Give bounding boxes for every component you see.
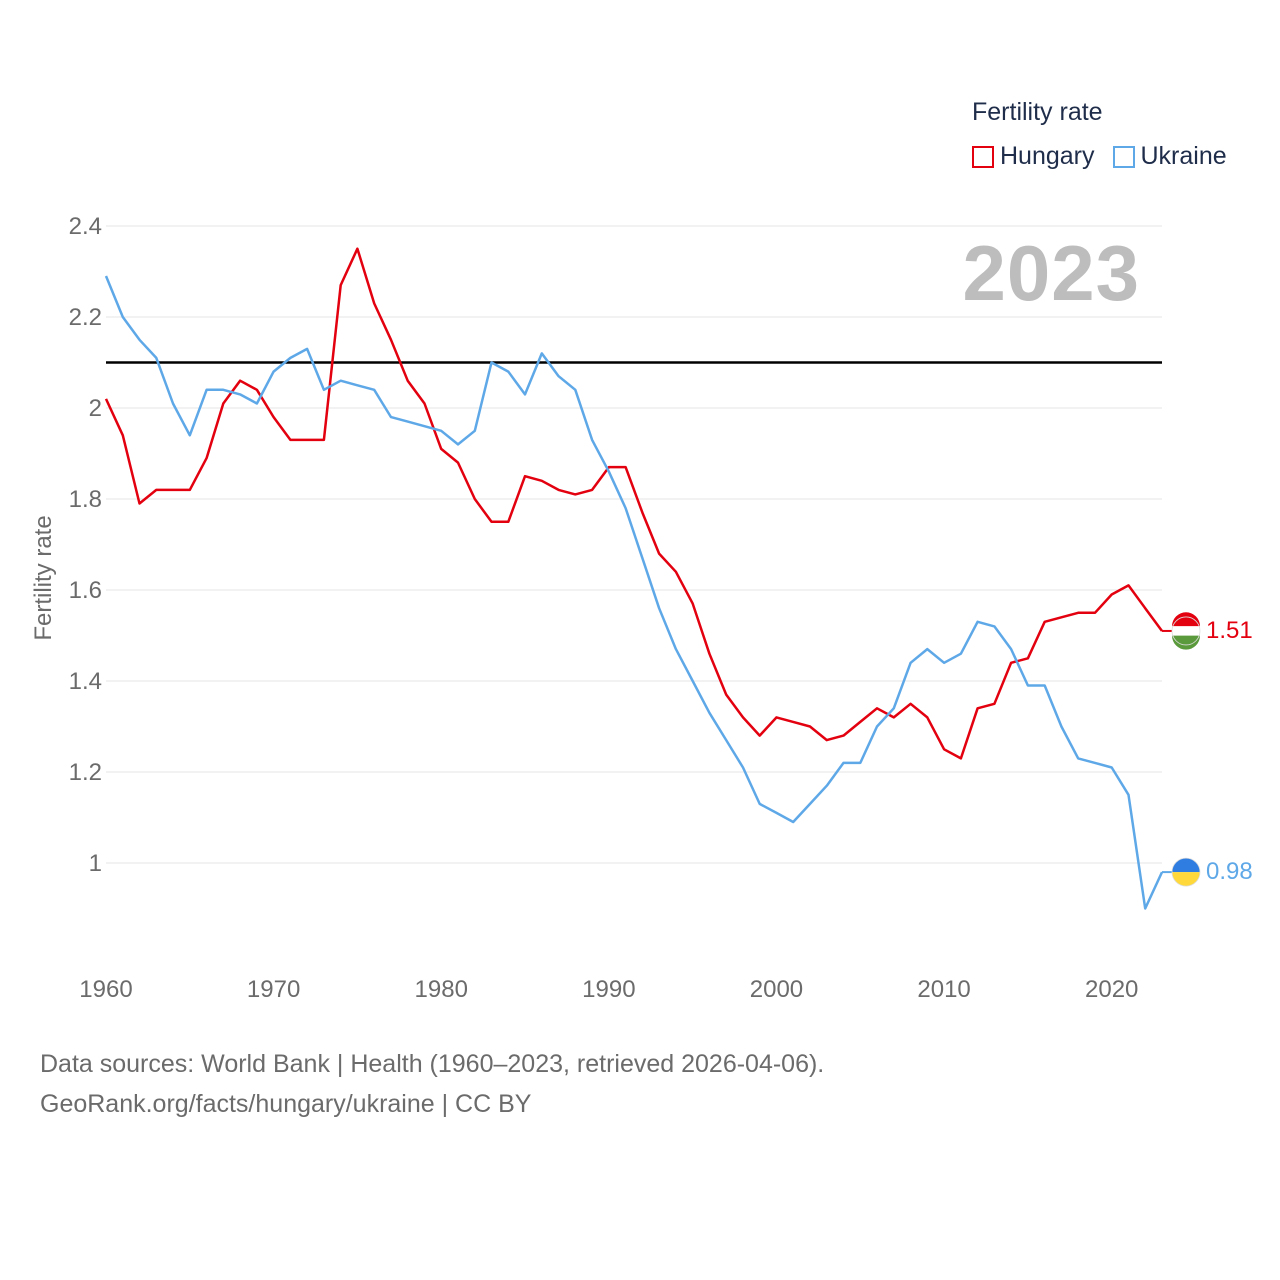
y-tick-label: 1.6 <box>69 577 102 604</box>
x-tick-label: 1990 <box>582 976 635 1003</box>
series-line-ukraine <box>104 275 1164 910</box>
flag-stripe <box>1172 626 1200 636</box>
flag-stripe <box>1172 872 1200 887</box>
legend-item-ukraine[interactable]: Ukraine <box>1112 142 1227 171</box>
legend-title: Fertility rate <box>972 98 1103 126</box>
y-axis: 1 1.2 1.4 1.6 1.8 2 2.2 2.4 <box>69 213 102 877</box>
x-tick-label: 1980 <box>415 976 468 1003</box>
y-tick-label: 2.4 <box>69 213 102 240</box>
end-markers <box>1162 612 1201 887</box>
y-tick-label: 1 <box>89 850 102 877</box>
y-tick-label: 1.4 <box>69 668 102 695</box>
footer: Data sources: World Bank | Health (1960–… <box>40 1044 824 1124</box>
current-year-watermark: 2023 <box>962 229 1140 317</box>
flag-hungary-icon <box>1171 612 1201 650</box>
flag-stripe <box>1172 858 1200 873</box>
gridlines <box>106 225 1162 864</box>
legend-swatch-ukraine <box>1112 145 1135 168</box>
legend-swatch-hungary <box>972 145 994 168</box>
flag-outline <box>1171 616 1201 646</box>
series-lines <box>104 247 1164 910</box>
legend-label-hungary: Hungary <box>1000 142 1095 170</box>
x-tick-label: 2000 <box>750 976 803 1003</box>
y-axis-label: Fertility rate <box>30 515 57 640</box>
x-tick-label: 1970 <box>247 976 300 1003</box>
x-tick-label: 1960 <box>79 976 132 1003</box>
end-label-ukraine: 0.98 <box>1206 858 1253 886</box>
footer-link[interactable]: GeoRank.org/facts/hungary/ukraine | CC B… <box>40 1090 532 1118</box>
y-tick-label: 1.2 <box>69 759 102 786</box>
x-tick-label: 2010 <box>917 976 970 1003</box>
y-tick-label: 2.2 <box>69 304 102 331</box>
end-label-hungary: 1.51 <box>1206 616 1253 644</box>
series-line-hungary <box>104 247 1164 760</box>
x-tick-label: 2020 <box>1085 976 1138 1003</box>
footer-sources: Data sources: World Bank | Health (1960–… <box>40 1050 825 1078</box>
legend: Hungary Ukraine <box>972 142 1245 171</box>
y-tick-label: 1.8 <box>69 486 102 513</box>
flag-ukraine-icon <box>1171 857 1201 887</box>
legend-item-hungary[interactable]: Hungary <box>972 142 1095 171</box>
flag-stripe <box>1172 612 1200 627</box>
x-axis: 1960 1970 1980 1990 2000 2010 2020 <box>79 976 1138 1003</box>
flag-outline <box>1171 857 1201 887</box>
flag-stripe <box>1172 635 1200 650</box>
legend-label-ukraine: Ukraine <box>1140 142 1227 170</box>
y-tick-label: 2 <box>89 395 102 422</box>
